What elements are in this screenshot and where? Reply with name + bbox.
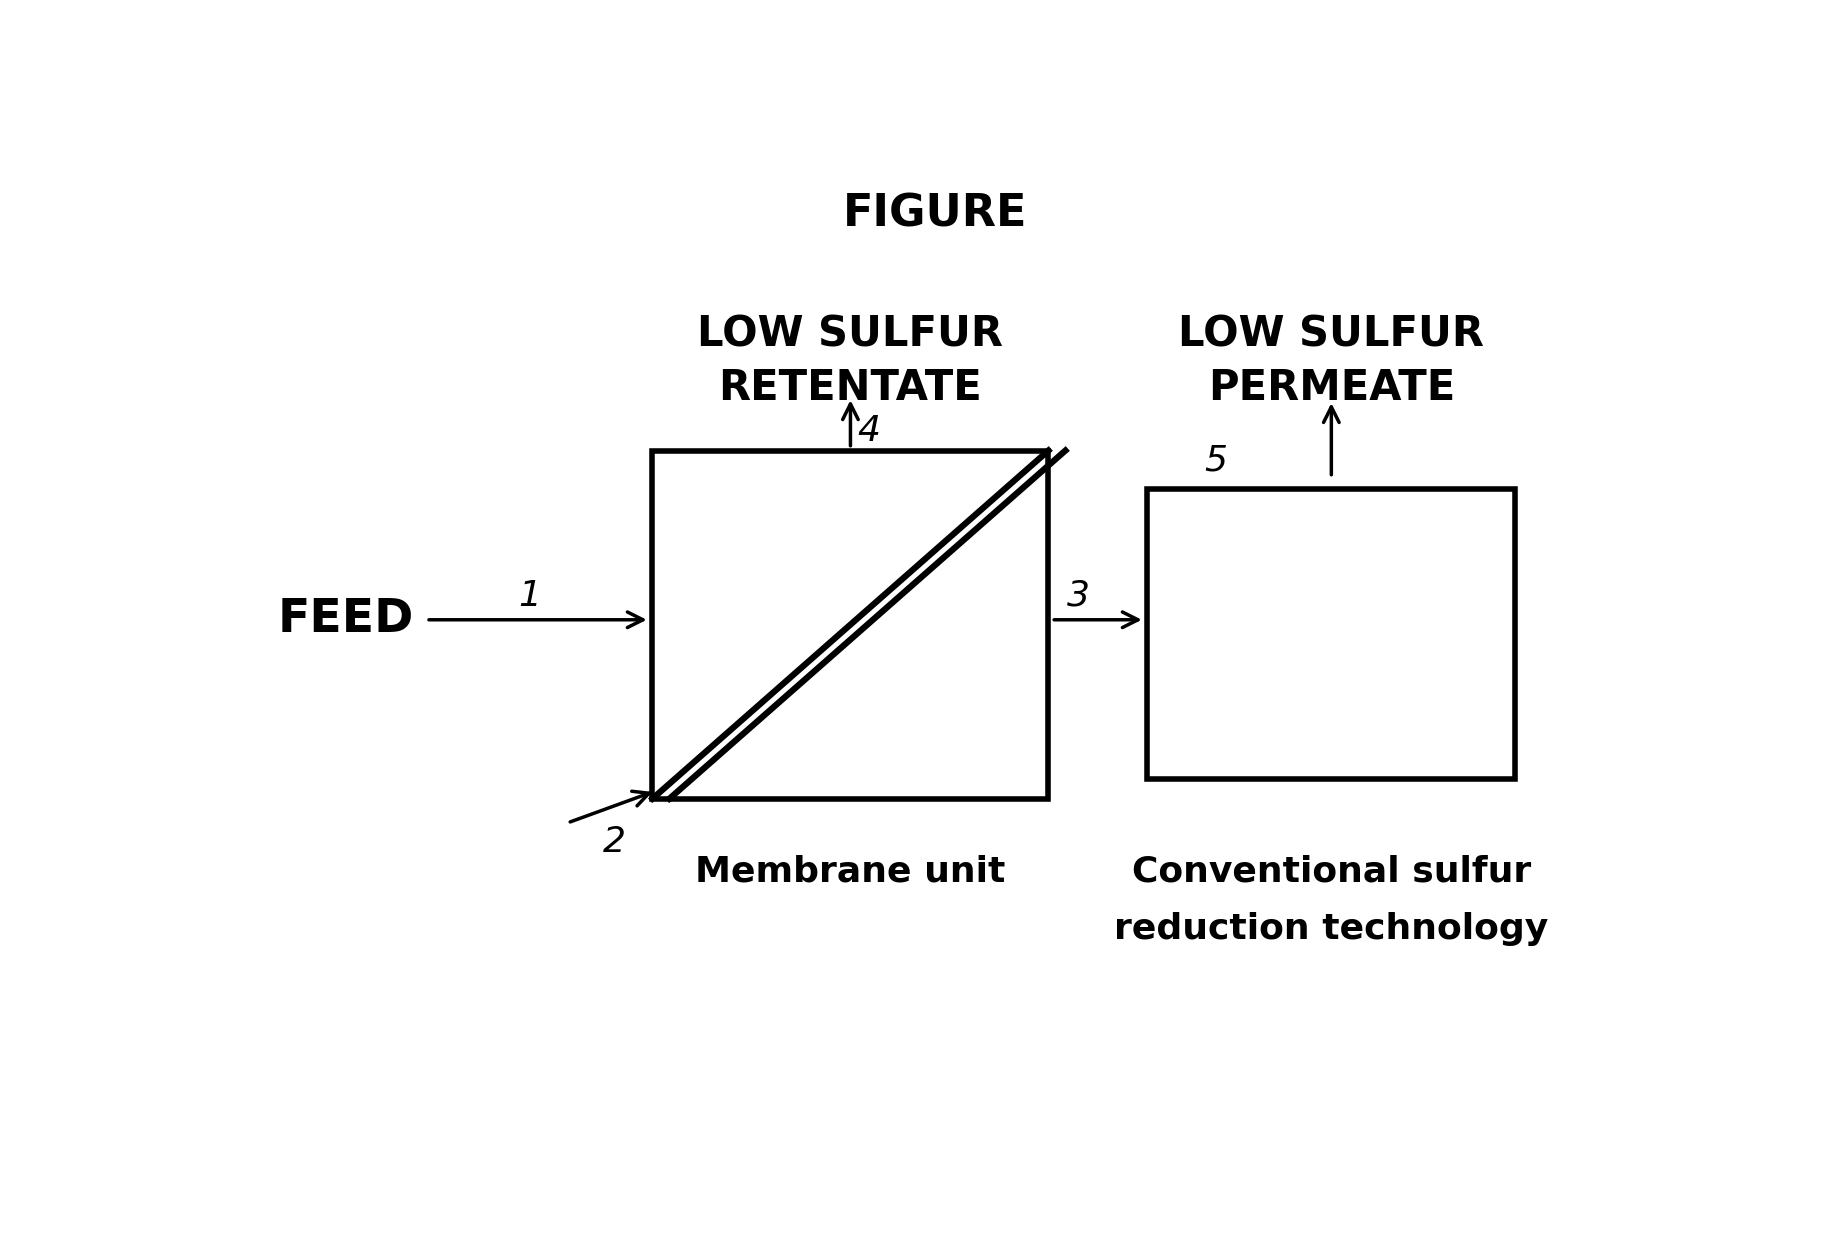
Text: LOW SULFUR: LOW SULFUR <box>697 314 1004 355</box>
Text: LOW SULFUR: LOW SULFUR <box>1179 314 1484 355</box>
Text: 3: 3 <box>1068 579 1090 613</box>
Text: 5: 5 <box>1204 443 1226 477</box>
Text: 1: 1 <box>518 579 540 613</box>
Bar <box>1148 490 1515 779</box>
Text: FEED: FEED <box>277 598 414 642</box>
Text: RETENTATE: RETENTATE <box>719 367 982 408</box>
Text: PERMEATE: PERMEATE <box>1208 367 1455 408</box>
Bar <box>653 451 1048 799</box>
Text: 2: 2 <box>602 825 626 859</box>
Text: Membrane unit: Membrane unit <box>695 854 1006 888</box>
Text: FIGURE: FIGURE <box>843 192 1027 235</box>
Text: Conventional sulfur: Conventional sulfur <box>1132 854 1531 888</box>
Text: 4: 4 <box>858 414 880 448</box>
Text: reduction technology: reduction technology <box>1115 912 1548 946</box>
